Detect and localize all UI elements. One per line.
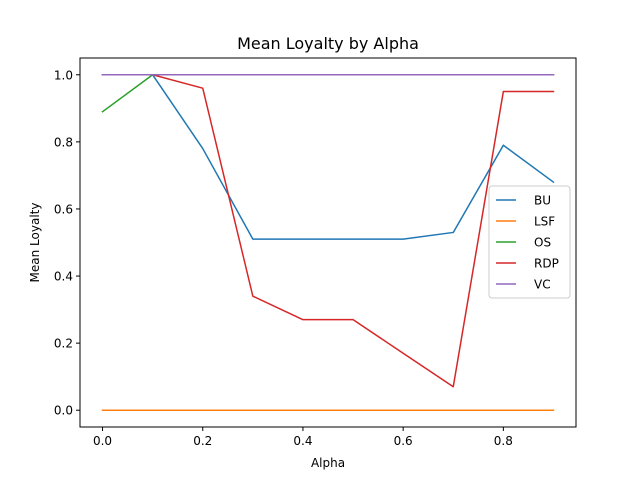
y-tick-label: 0.0	[54, 404, 73, 418]
y-tick-label: 0.6	[54, 202, 73, 216]
y-axis: 0.0 0.2 0.4 0.6 0.8 1.0	[54, 68, 80, 418]
legend-label-lsf: LSF	[534, 215, 555, 229]
y-tick-label: 0.8	[54, 135, 73, 149]
x-tick-label: 0.8	[494, 434, 513, 448]
y-tick-label: 0.4	[54, 270, 73, 284]
x-axis: 0.0 0.2 0.4 0.6 0.8	[93, 427, 513, 448]
series-line-rdp	[101, 74, 555, 388]
plot-area	[101, 74, 555, 411]
x-tick-label: 0.4	[293, 434, 312, 448]
x-tick-label: 0.6	[394, 434, 413, 448]
legend-label-vc: VC	[534, 278, 551, 292]
series-line-bu	[101, 74, 555, 240]
x-tick-label: 0.2	[193, 434, 212, 448]
y-axis-label: Mean Loyalty	[28, 203, 42, 283]
x-tick-label: 0.0	[93, 434, 112, 448]
legend-box	[488, 185, 571, 299]
x-axis-label: Alpha	[311, 456, 345, 470]
series-layer	[101, 74, 555, 411]
plot-frame	[79, 57, 577, 428]
legend-label-bu: BU	[534, 194, 551, 208]
series-line-os	[101, 74, 555, 113]
y-tick-label: 1.0	[54, 68, 73, 82]
legend-label-rdp: RDP	[534, 257, 559, 271]
legend-label-os: OS	[534, 236, 551, 250]
legend: BU LSF OS RDP VC	[488, 185, 571, 299]
chart-title: Mean Loyalty by Alpha	[237, 34, 419, 53]
y-tick-label: 0.2	[54, 337, 73, 351]
